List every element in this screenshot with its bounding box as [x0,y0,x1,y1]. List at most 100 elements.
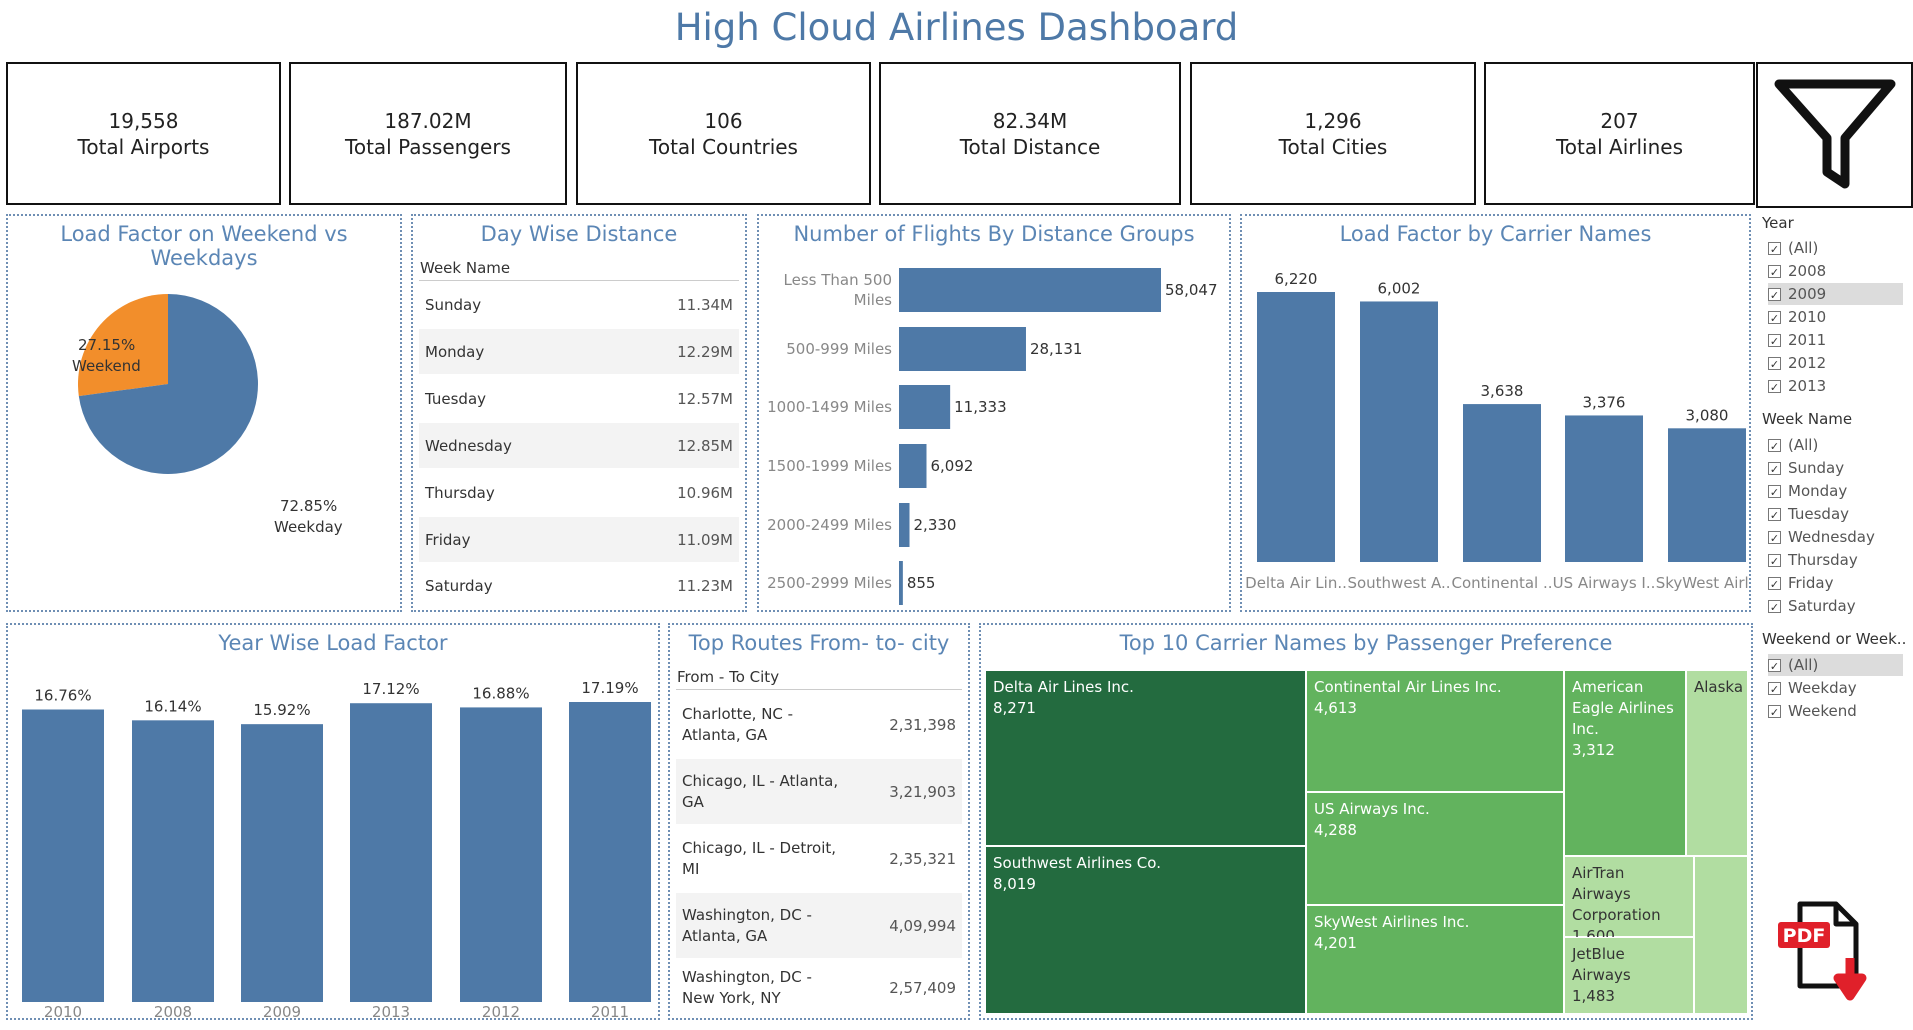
row-value: 11.34M [677,296,733,314]
distance-bar[interactable] [899,444,927,488]
filter-year-option[interactable]: ✓ 2011 [1768,329,1903,351]
row-day: Friday [425,530,471,549]
checkbox-icon[interactable]: ✓ [1768,704,1781,719]
kpi-value: 82.34M [992,108,1068,133]
carrier-load-panel: Load Factor by Carrier Names 6,220 Delta … [1240,214,1751,612]
year-bar[interactable] [22,709,104,1002]
filter-weekend-option[interactable]: ✓ Weekend [1768,700,1903,722]
checkbox-icon[interactable]: ✓ [1768,241,1781,256]
treemap-cell-other[interactable] [1694,856,1748,1014]
filter-week-option[interactable]: ✓ Monday [1768,480,1903,502]
filter-option-label: 2008 [1788,262,1827,280]
table-row: Thursday 10.96M [419,470,739,515]
year-bar[interactable] [569,702,651,1002]
filter-week-option[interactable]: ✓ Wednesday [1768,526,1903,548]
treemap-cell-airtran[interactable]: AirTran Airways Corporation 1,600 [1564,856,1694,945]
year-bar[interactable] [460,707,542,1002]
treemap-cell-continental[interactable]: Continental Air Lines Inc. 4,613 [1306,670,1564,792]
checkbox-icon[interactable]: ✓ [1768,461,1781,476]
checkbox-icon[interactable]: ✓ [1768,356,1781,371]
year-bar[interactable] [350,703,432,1002]
kpi-label: Total Passengers [345,134,511,159]
checkbox-icon[interactable]: ✓ [1768,484,1781,499]
carrier-bar-value: 3,376 [1583,393,1626,411]
checkbox-icon[interactable]: ✓ [1768,507,1781,522]
treemap-cell-jetblue[interactable]: JetBlue Airways 1,483 [1564,937,1694,1014]
carrier-bar[interactable] [1257,292,1335,562]
checkbox-icon[interactable]: ✓ [1768,333,1781,348]
filter-year-option[interactable]: ✓ 2009 [1768,283,1903,305]
filter-week-option[interactable]: ✓ Friday [1768,572,1903,594]
table-row: Chicago, IL - Detroit, MI 2,35,321 [676,826,962,891]
year-axis-label: 2009 [263,1003,301,1018]
distance-bar[interactable] [899,268,1161,312]
filter-year-option[interactable]: ✓ 2013 [1768,375,1903,397]
carrier-bar[interactable] [1565,415,1643,562]
checkbox-icon[interactable]: ✓ [1768,553,1781,568]
checkbox-icon[interactable]: ✓ [1768,379,1781,394]
distance-bar[interactable] [899,385,951,429]
treemap-cell-delta[interactable]: Delta Air Lines Inc. 8,271 [985,670,1306,846]
distance-bar[interactable] [899,561,903,605]
pdf-download-button[interactable]: PDF [1776,898,1874,1010]
carrier-axis-label: SkyWest Airl.. [1656,574,1749,592]
carrier-bar-value: 6,002 [1378,279,1421,297]
filter-weekend-option[interactable]: ✓ Weekday [1768,677,1903,699]
filter-week-option[interactable]: ✓ Thursday [1768,549,1903,571]
checkbox-icon[interactable]: ✓ [1768,599,1781,614]
treemap-cell-southwest[interactable]: Southwest Airlines Co. 8,019 [985,846,1306,1014]
checkbox-icon[interactable]: ✓ [1768,438,1781,453]
year-axis-label: 2010 [44,1003,82,1018]
treemap-cell-skywest[interactable]: SkyWest Airlines Inc. 4,201 [1306,905,1564,1014]
treemap-cell-us-airways[interactable]: US Airways Inc. 4,288 [1306,792,1564,905]
year-axis-label: 2013 [372,1003,410,1018]
row-day: Wednesday [425,436,512,455]
checkbox-icon[interactable]: ✓ [1768,287,1781,302]
carrier-bar[interactable] [1360,301,1438,562]
kpi-value: 106 [704,108,743,133]
treemap-cell-american-eagle[interactable]: American Eagle Airlines Inc. 3,312 [1564,670,1686,856]
distance-axis-label: Less Than 500 [784,271,893,289]
carrier-bar[interactable] [1463,404,1541,562]
treemap-cell-alaska[interactable]: Alaska [1686,670,1748,856]
year-bar[interactable] [241,724,323,1002]
weekend-weekday-panel: Load Factor on Weekend vs Weekdays 27.15… [6,214,402,612]
distance-axis-label: 1000-1499 Miles [767,398,892,416]
filter-option-label: Wednesday [1788,528,1875,546]
carrier-bar-value: 3,080 [1686,406,1729,424]
checkbox-icon[interactable]: ✓ [1768,264,1781,279]
year-bar-value: 15.92% [253,701,310,719]
pie-slice-weekend[interactable] [78,294,168,397]
filter-week-option[interactable]: ✓ (All) [1768,434,1903,456]
filter-week-option[interactable]: ✓ Saturday [1768,595,1903,617]
filter-year-option[interactable]: ✓ (All) [1768,237,1903,259]
filter-week-option[interactable]: ✓ Tuesday [1768,503,1903,525]
checkbox-icon[interactable]: ✓ [1768,530,1781,545]
table-row: Saturday 11.23M [419,564,739,608]
checkbox-icon[interactable]: ✓ [1768,310,1781,325]
filter-year-option[interactable]: ✓ 2012 [1768,352,1903,374]
row-day: Tuesday [425,389,487,408]
distance-axis-label: Miles [854,291,893,309]
carrier-load-chart: 6,220 Delta Air Lin.. 6,002 Southwest A.. 3,… [1245,270,1749,592]
carrier-bar[interactable] [1668,428,1746,562]
filter-week-option[interactable]: ✓ Sunday [1768,457,1903,479]
filter-year-option[interactable]: ✓ 2008 [1768,260,1903,282]
year-bar[interactable] [132,720,214,1002]
year-bar-value: 17.12% [362,680,419,698]
filter-year-option[interactable]: ✓ 2010 [1768,306,1903,328]
distance-bar[interactable] [899,503,910,547]
row-day: Sunday [425,296,482,314]
checkbox-icon[interactable]: ✓ [1768,576,1781,591]
distance-bar-value: 2,330 [914,516,957,534]
distance-bar[interactable] [899,327,1026,371]
checkbox-icon[interactable]: ✓ [1768,681,1781,696]
checkbox-icon[interactable]: ✓ [1768,658,1781,673]
route-value: 4,09,994 [889,916,956,935]
route-value: 2,57,409 [889,979,956,997]
route-name: Washington, DC - New York, NY [682,968,812,1007]
filter-weekend-option[interactable]: ✓ (All) [1768,654,1903,676]
panel-title: Top Routes From- to- city [688,631,950,655]
pie-slice-weekday[interactable] [78,294,259,474]
filter-toggle-button[interactable] [1756,62,1913,208]
